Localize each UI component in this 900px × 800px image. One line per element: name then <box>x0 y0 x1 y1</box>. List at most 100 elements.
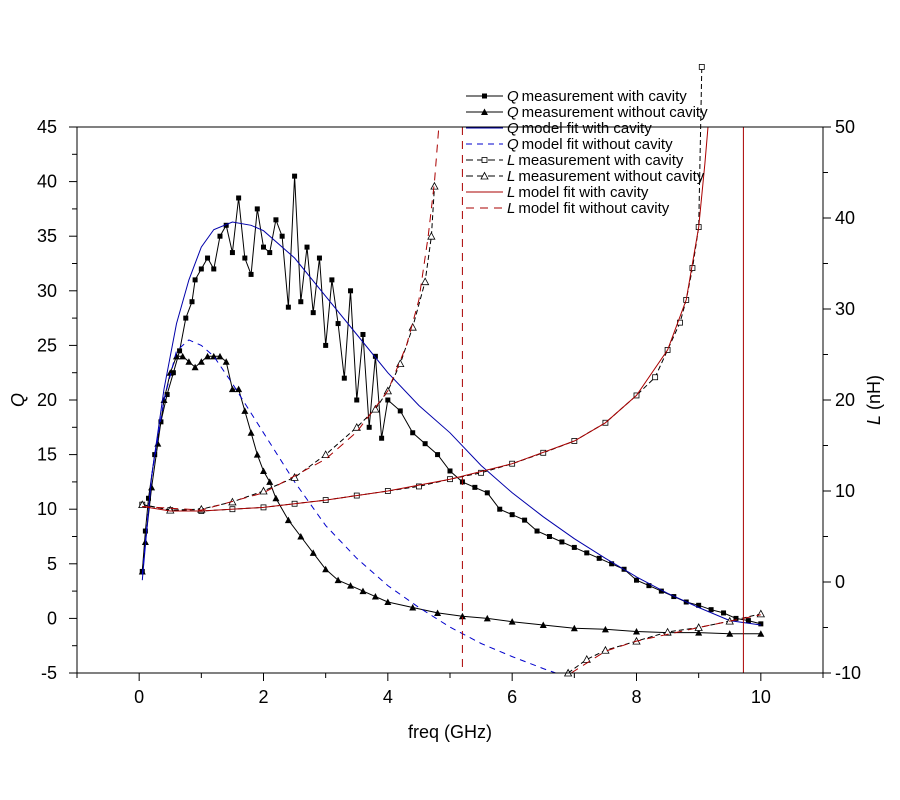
x-tick-label: 10 <box>751 687 771 707</box>
square-marker <box>472 484 478 490</box>
square-marker <box>170 370 176 376</box>
triangle-marker <box>166 369 174 376</box>
series-0 <box>139 173 764 627</box>
triangle-open-marker <box>321 450 330 458</box>
square-marker <box>397 408 403 414</box>
square-marker <box>236 195 242 201</box>
y-tick-label: 25 <box>37 335 57 355</box>
triangle-marker <box>347 582 355 589</box>
triangle-marker <box>601 625 609 633</box>
triangle-marker <box>253 451 261 458</box>
triangle-marker <box>483 614 491 622</box>
triangle-marker <box>210 352 218 360</box>
y-tick-label: 40 <box>37 172 57 192</box>
triangle-open-marker <box>756 609 766 618</box>
square-open-marker <box>698 64 705 70</box>
triangle-marker <box>204 352 212 360</box>
square-marker <box>310 310 316 316</box>
square-open-marker <box>481 157 488 163</box>
square-marker <box>534 528 540 534</box>
square-marker <box>329 277 335 283</box>
square-marker <box>261 244 266 250</box>
triangle-marker <box>297 533 305 540</box>
square-marker <box>316 255 322 261</box>
triangle-marker <box>458 612 466 620</box>
series-6 <box>142 126 744 673</box>
square-marker <box>304 244 310 250</box>
triangle-marker <box>179 352 187 360</box>
triangle-marker <box>185 358 193 365</box>
square-marker <box>422 441 428 447</box>
y-tick-label: 20 <box>37 390 57 410</box>
triangle-marker <box>384 598 392 606</box>
triangle-marker <box>434 609 442 616</box>
series-7 <box>142 126 761 674</box>
legend-symbol: L <box>507 168 515 185</box>
triangle-marker <box>322 565 330 573</box>
triangle-marker <box>191 363 199 371</box>
y2-tick-label: 10 <box>835 481 855 501</box>
legend-symbol: L <box>507 184 515 201</box>
square-marker <box>559 539 565 545</box>
triangle-marker <box>508 618 516 625</box>
triangle-marker <box>260 467 267 474</box>
triangle-open-marker <box>420 277 430 286</box>
triangle-marker <box>309 549 317 556</box>
triangle-marker <box>197 358 205 365</box>
square-marker <box>177 348 183 354</box>
x-tick-label: 8 <box>631 687 641 707</box>
legend-text: model fit without cavity <box>518 200 669 217</box>
y2-tick-label: 50 <box>835 117 855 137</box>
x-tick-label: 6 <box>507 687 517 707</box>
square-marker <box>410 430 416 436</box>
y2-axis-label-symbol: L <box>864 415 884 425</box>
triangle-open-marker <box>408 322 417 331</box>
square-marker <box>733 615 739 621</box>
x-tick-label: 2 <box>258 687 268 707</box>
triangle-marker <box>695 629 703 636</box>
square-marker <box>248 271 254 277</box>
square-marker <box>745 618 751 624</box>
series-1 <box>138 352 765 637</box>
triangle-marker <box>481 108 488 115</box>
square-marker <box>366 424 372 430</box>
square-marker <box>164 392 170 398</box>
series-line <box>141 221 761 626</box>
square-marker <box>385 397 391 403</box>
triangle-marker <box>726 630 734 637</box>
series-5 <box>138 181 766 677</box>
square-marker <box>379 435 385 441</box>
triangle-open-marker <box>582 655 591 663</box>
square-marker <box>341 375 347 381</box>
series-line <box>142 126 761 674</box>
triangle-marker <box>284 516 292 524</box>
y2-axis-label-unit: (nH) <box>864 375 884 415</box>
square-marker <box>242 255 248 261</box>
square-marker <box>758 621 764 627</box>
square-marker <box>279 233 285 239</box>
legend-text: measurement without cavity <box>518 168 704 185</box>
y2-tick-label: 40 <box>835 208 855 228</box>
square-marker <box>696 602 702 608</box>
y2-tick-label: 30 <box>835 299 855 319</box>
square-marker <box>634 577 639 583</box>
square-marker <box>217 233 223 239</box>
triangle-open-marker <box>259 486 268 495</box>
triangle-open-marker <box>138 500 147 509</box>
triangle-marker <box>633 628 640 635</box>
square-marker <box>596 555 602 561</box>
y-axis-label: Q <box>8 393 28 407</box>
triangle-marker <box>241 407 249 414</box>
square-marker <box>708 607 714 613</box>
triangle-marker <box>222 358 230 365</box>
y2-tick-label: -10 <box>835 663 861 683</box>
triangle-open-marker <box>601 645 610 654</box>
